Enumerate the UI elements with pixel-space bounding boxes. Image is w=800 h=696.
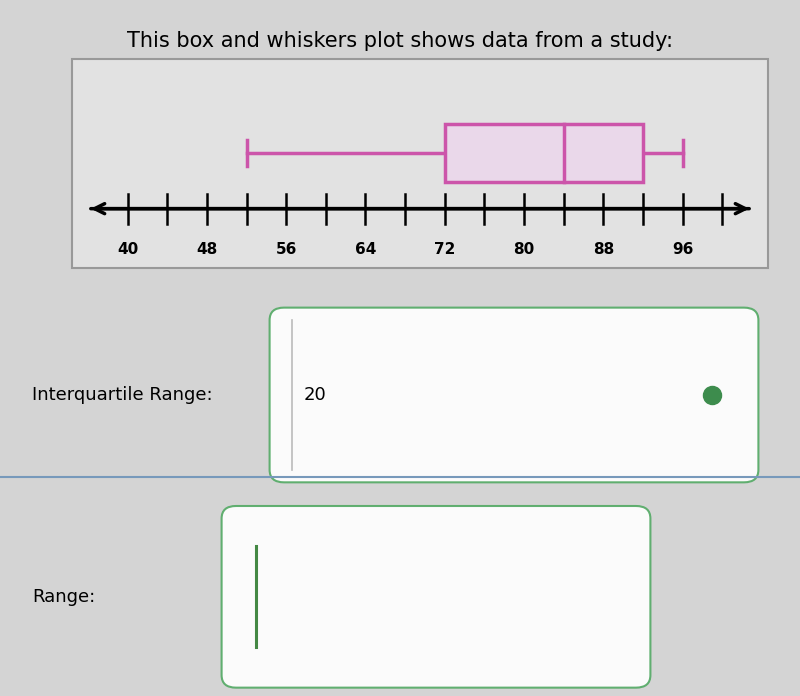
Text: 20: 20 bbox=[304, 386, 326, 404]
Text: 88: 88 bbox=[593, 242, 614, 257]
Bar bbox=[445, 124, 643, 182]
FancyBboxPatch shape bbox=[72, 59, 768, 268]
Text: 56: 56 bbox=[275, 242, 297, 257]
Text: 96: 96 bbox=[672, 242, 694, 257]
Text: 64: 64 bbox=[355, 242, 376, 257]
Text: 48: 48 bbox=[196, 242, 218, 257]
FancyBboxPatch shape bbox=[270, 308, 758, 482]
Text: 40: 40 bbox=[117, 242, 138, 257]
Text: Interquartile Range:: Interquartile Range: bbox=[32, 386, 213, 404]
Text: Range:: Range: bbox=[32, 588, 95, 606]
Text: This box and whiskers plot shows data from a study:: This box and whiskers plot shows data fr… bbox=[127, 31, 673, 52]
Text: 80: 80 bbox=[514, 242, 534, 257]
FancyBboxPatch shape bbox=[222, 506, 650, 688]
Text: 72: 72 bbox=[434, 242, 455, 257]
